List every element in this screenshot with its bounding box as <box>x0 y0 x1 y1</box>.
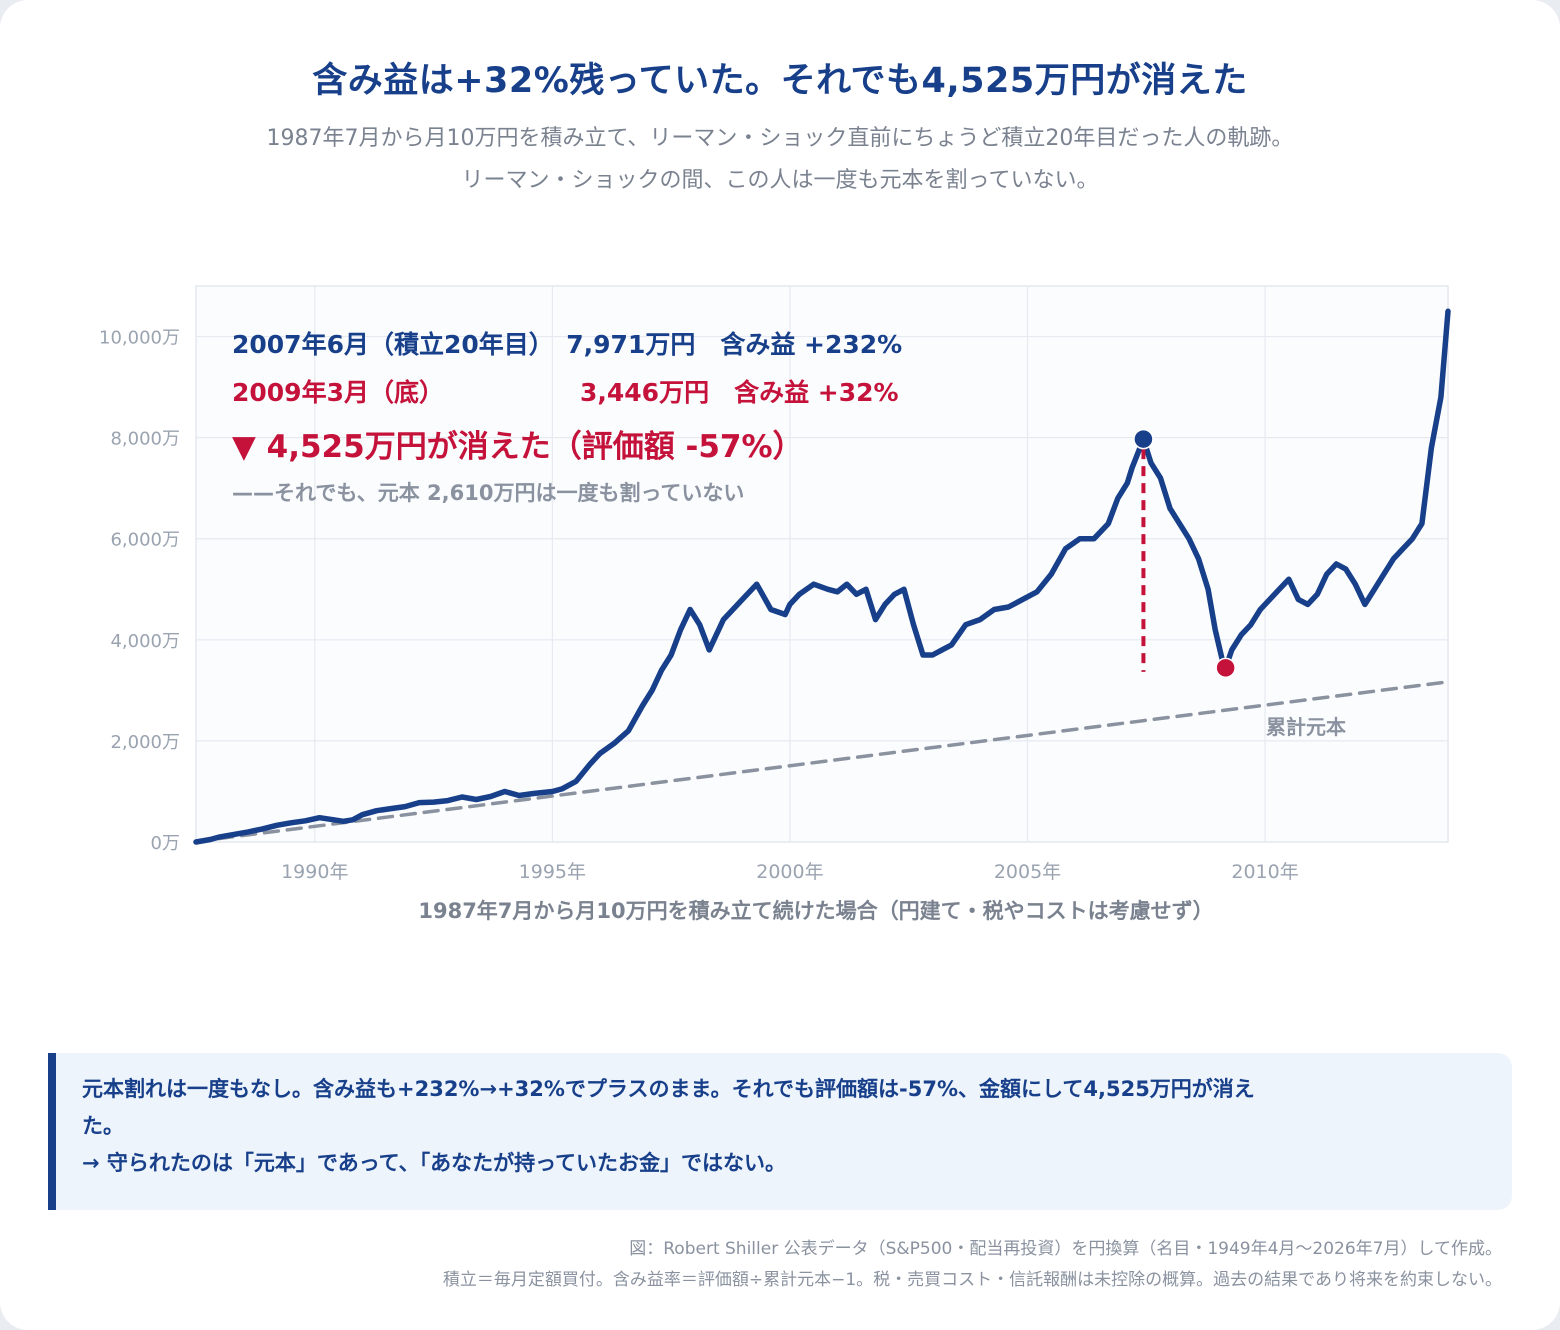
annotation-principal: ——それでも、元本 2,610万円は一度も割っていない <box>232 481 744 505</box>
annotation-peak: 2007年6月（積立20年目） 7,971万円 含み益 +232% <box>232 330 902 359</box>
y-axis-ticks: 0万 2,000万 4,000万 6,000万 8,000万 10,000万 <box>99 328 180 854</box>
subtitle-line-2: リーマン・ショックの間、この人は一度も元本を割っていない。 <box>461 168 1099 193</box>
y-tick-label: 0万 <box>151 833 180 854</box>
callout-line-2: た。 <box>82 1114 124 1138</box>
peak-point <box>1133 428 1154 450</box>
principal-line <box>194 680 1450 844</box>
y-tick-label: 6,000万 <box>110 530 180 551</box>
x-tick-label: 2010年 <box>1231 861 1298 883</box>
x-tick-label: 1995年 <box>519 861 586 883</box>
chart-title: 含み益は+32%残っていた。それでも4,525万円が消えた <box>312 61 1248 101</box>
portfolio-value-line <box>193 308 1451 845</box>
y-tick-label: 2,000万 <box>110 732 180 753</box>
principal-series-label: 累計元本 <box>1266 715 1346 739</box>
subtitle-line-1: 1987年7月から月10万円を積み立て、リーマン・ショック直前にちょうど積立20… <box>266 126 1294 151</box>
annotation-loss: ▼ 4,525万円が消えた（評価額 -57%） <box>232 429 804 465</box>
plot-area <box>195 285 1449 843</box>
grid-lines <box>196 286 1448 842</box>
highlight-marks <box>1133 428 1236 679</box>
callout-line-3: → 守られたのは「元本」であって、「あなたが持っていたお金」ではない。 <box>82 1151 787 1175</box>
callout-line-1: 元本割れは一度もなし。含み益も+232%→+32%でプラスのまま。それでも評価額… <box>82 1077 1255 1101</box>
y-tick-label: 8,000万 <box>110 429 180 450</box>
annotation-trough-date: 2009年3月（底） <box>232 378 444 407</box>
trough-point <box>1215 657 1236 679</box>
y-tick-label: 4,000万 <box>110 631 180 652</box>
x-axis-ticks: 1990年 1995年 2000年 2005年 2010年 <box>281 861 1299 883</box>
x-axis-label: 1987年7月から月10万円を積み立て続けた場合（円建て・税やコストは考慮せず） <box>418 899 1213 923</box>
source-note-line-2: 積立＝毎月定額買付。含み益率＝評価額÷累計元本−1。税・売買コスト・信託報酬は未… <box>442 1270 1502 1290</box>
y-tick-label: 10,000万 <box>99 328 180 349</box>
x-tick-label: 2005年 <box>994 861 1061 883</box>
x-tick-label: 1990年 <box>281 861 348 883</box>
annotation-trough-values: 3,446万円 含み益 +32% <box>580 378 899 407</box>
x-tick-label: 2000年 <box>756 861 823 883</box>
source-note-line-1: 図：Robert Shiller 公表データ（S&P500・配当再投資）を円換算… <box>629 1239 1502 1259</box>
series-group <box>193 308 1451 845</box>
callout-box: 元本割れは一度もなし。含み益も+232%→+32%でプラスのまま。それでも評価額… <box>48 1053 1512 1210</box>
